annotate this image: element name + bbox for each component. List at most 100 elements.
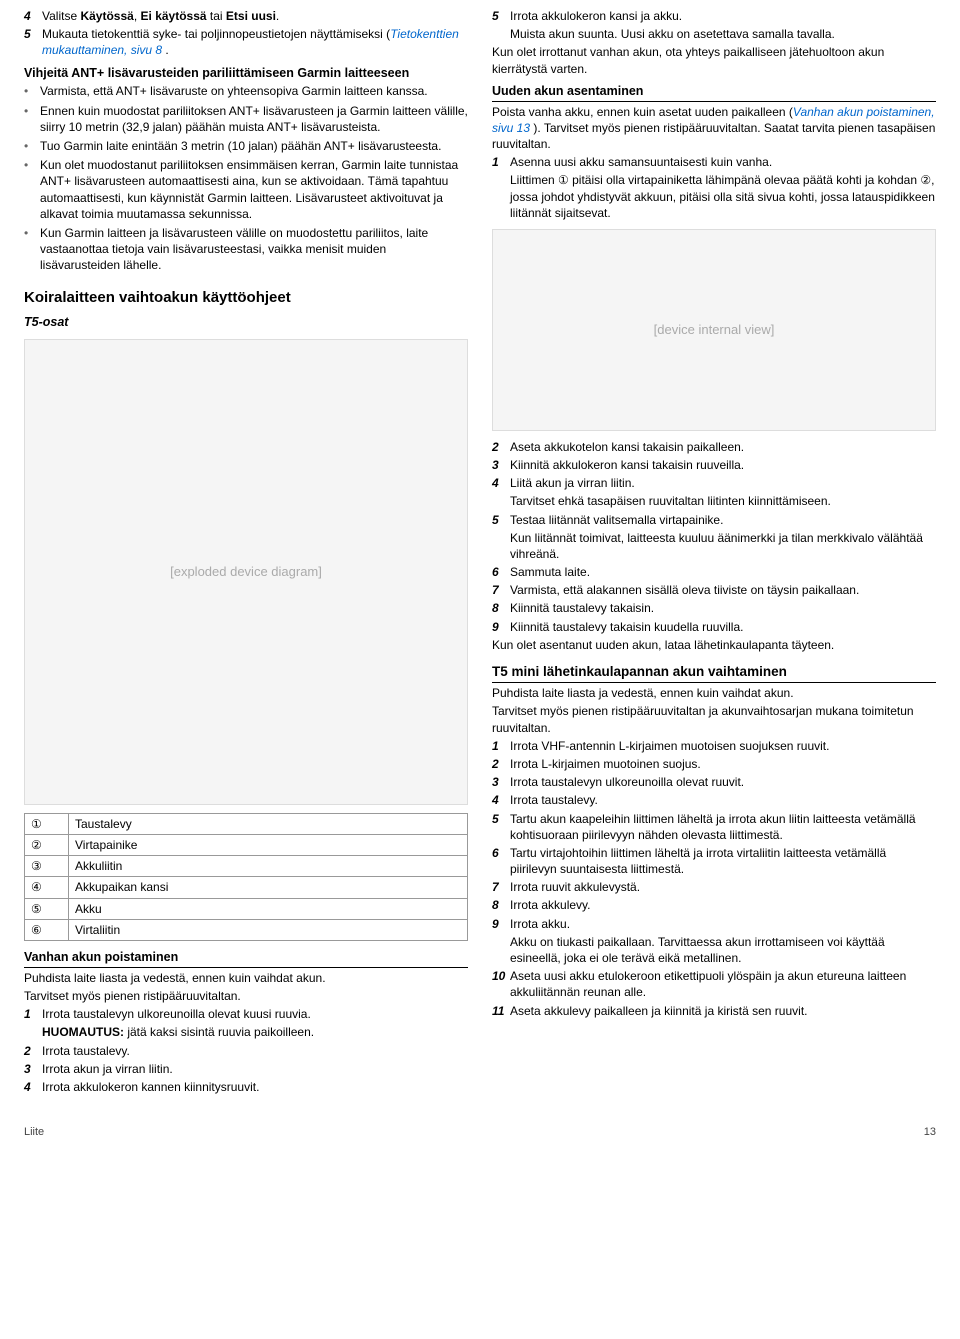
remove-battery-steps: 1Irrota taustalevyn ulkoreunoilla olevat… [24,1006,468,1022]
pairing-tips-list: Varmista, että ANT+ lisävaruste on yhtee… [24,83,468,273]
paragraph: Puhdista laite liasta ja vedestä, ennen … [492,685,936,701]
note: Muista akun suunta. Uusi akku on asetett… [510,26,936,42]
table-row: ⑥Virtaliitin [25,919,468,940]
step-text: Irrota taustalevy. [42,1043,468,1059]
step-number: 10 [492,968,510,984]
bullet-text: Varmista, että ANT+ lisävaruste on yhtee… [40,83,468,99]
step-text: Sammuta laite. [510,564,936,580]
part-num: ⑥ [25,919,69,940]
step-number: 2 [24,1043,42,1059]
step-text: Irrota L-kirjaimen muotoinen suojus. [510,756,936,772]
step-number: 4 [492,792,510,808]
step-number: 5 [492,8,510,24]
paragraph: Puhdista laite liasta ja vedestä, ennen … [24,970,468,986]
step-text: Kiinnitä taustalevy takaisin kuudella ru… [510,619,936,635]
step-text: Aseta akkukotelon kansi takaisin paikall… [510,439,936,455]
step-number: 3 [492,774,510,790]
step-extra: Tarvitset ehkä tasapäisen ruuvitaltan li… [510,493,936,509]
page-footer: Liite 13 [24,1125,936,1140]
step-number: 1 [24,1006,42,1022]
table-row: ⑤Akku [25,898,468,919]
step-number: 7 [492,582,510,598]
heading-install-new-battery: Uuden akun asentaminen [492,83,936,102]
step-extra: Akku on tiukasti paikallaan. Tarvittaess… [510,934,936,966]
step-number: 6 [492,845,510,861]
step-number: 4 [24,1079,42,1095]
step-number: 11 [492,1003,510,1019]
step-number: 4 [24,8,42,24]
bullet-text: Tuo Garmin laite enintään 3 metrin (10 j… [40,138,468,154]
part-label: Virtapainike [69,835,468,856]
heading-t5-mini: T5 mini lähetinkaulapannan akun vaihtami… [492,663,936,683]
footer-section: Liite [24,1125,44,1140]
step-text: Irrota akun ja virran liitin. [42,1061,468,1077]
step-number: 8 [492,897,510,913]
footer-page-number: 13 [924,1125,936,1140]
step-text: Irrota akku. [510,916,936,932]
paragraph: Tarvitset myös pienen ristipääruuvitalta… [492,703,936,735]
step-number: 4 [492,475,510,491]
heading-battery-instructions: Koiralaitteen vaihtoakun käyttöohjeet [24,288,468,308]
note: HUOMAUTUS: jätä kaksi sisintä ruuvia pai… [42,1024,468,1040]
step-text: Varmista, että alakannen sisällä oleva t… [510,582,936,598]
part-num: ③ [25,856,69,877]
part-label: Akku [69,898,468,919]
step-text: Liitä akun ja virran liitin. [510,475,936,491]
part-label: Akkupaikan kansi [69,877,468,898]
step-text: Irrota ruuvit akkulevystä. [510,879,936,895]
paragraph: Kun olet irrottanut vanhan akun, ota yht… [492,44,936,76]
remove-battery-steps-cont: 2Irrota taustalevy. 3Irrota akun ja virr… [24,1043,468,1096]
step-number: 6 [492,564,510,580]
step-number: 9 [492,916,510,932]
paragraph: Tarvitset myös pienen ristipääruuvitalta… [24,988,468,1004]
paragraph: Kun olet asentanut uuden akun, lataa läh… [492,637,936,653]
part-num: ⑤ [25,898,69,919]
step-text: Tartu akun kaapeleihin liittimen läheltä… [510,811,936,843]
bullet-text: Ennen kuin muodostat pariliitoksen ANT+ … [40,103,468,135]
step-number: 7 [492,879,510,895]
bullet-text: Kun olet muodostanut pariliitoksen ensim… [40,157,468,222]
step-number: 1 [492,738,510,754]
step-number: 5 [24,26,42,42]
part-label: Virtaliitin [69,919,468,940]
step-number: 9 [492,619,510,635]
table-row: ③Akkuliitin [25,856,468,877]
step-text: Irrota akkulokeron kannen kiinnitysruuvi… [42,1079,468,1095]
part-num: ② [25,835,69,856]
continued-steps: 4 Valitse Käytössä, Ei käytössä tai Etsi… [24,8,468,59]
step-text: Valitse Käytössä, Ei käytössä tai Etsi u… [42,8,468,24]
mini-steps: 1Irrota VHF-antennin L-kirjaimen muotois… [492,738,936,932]
step-number: 5 [492,811,510,827]
step-extra: Kun liitännät toimivat, laitteesta kuulu… [510,530,936,562]
install-battery-steps-cont: 2Aseta akkukotelon kansi takaisin paikal… [492,439,936,492]
parts-table: ①Taustalevy ②Virtapainike ③Akkuliitin ④A… [24,813,468,941]
paragraph: Poista vanha akku, ennen kuin asetat uud… [492,104,936,153]
part-num: ④ [25,877,69,898]
part-label: Akkuliitin [69,856,468,877]
step-text: Irrota taustalevyn ulkoreunoilla olevat … [510,774,936,790]
heading-t5-parts: T5-osat [24,314,468,331]
step-number: 2 [492,756,510,772]
step-number: 2 [492,439,510,455]
heading-remove-old-battery: Vanhan akun poistaminen [24,949,468,968]
step-number: 8 [492,600,510,616]
part-label: Taustalevy [69,813,468,834]
step-text: Irrota VHF-antennin L-kirjaimen muotoise… [510,738,936,754]
step-text: Irrota taustalevyn ulkoreunoilla olevat … [42,1006,468,1022]
step-text: Aseta uusi akku etulokeroon etikettipuol… [510,968,936,1000]
bullet-text: Kun Garmin laitteen ja lisävarusteen väl… [40,225,468,274]
step-text: Irrota akkulevy. [510,897,936,913]
step-text: Kiinnitä akkulokeron kansi takaisin ruuv… [510,457,936,473]
step-text: Aseta akkulevy paikalleen ja kiinnitä ja… [510,1003,936,1019]
device-internal-image: [device internal view] [492,229,936,431]
heading-pairing-tips: Vihjeitä ANT+ lisävarusteiden pariliittä… [24,65,468,82]
remove-battery-steps-cont2: 5Irrota akkulokeron kansi ja akku. [492,8,936,24]
table-row: ④Akkupaikan kansi [25,877,468,898]
step-text: Irrota taustalevy. [510,792,936,808]
step-number: 1 [492,154,510,170]
part-num: ① [25,813,69,834]
step-text: Testaa liitännät valitsemalla virtapaini… [510,512,936,528]
exploded-diagram-image: [exploded device diagram] [24,339,468,805]
step-number: 5 [492,512,510,528]
install-battery-steps: 1Asenna uusi akku samansuuntaisesti kuin… [492,154,936,170]
